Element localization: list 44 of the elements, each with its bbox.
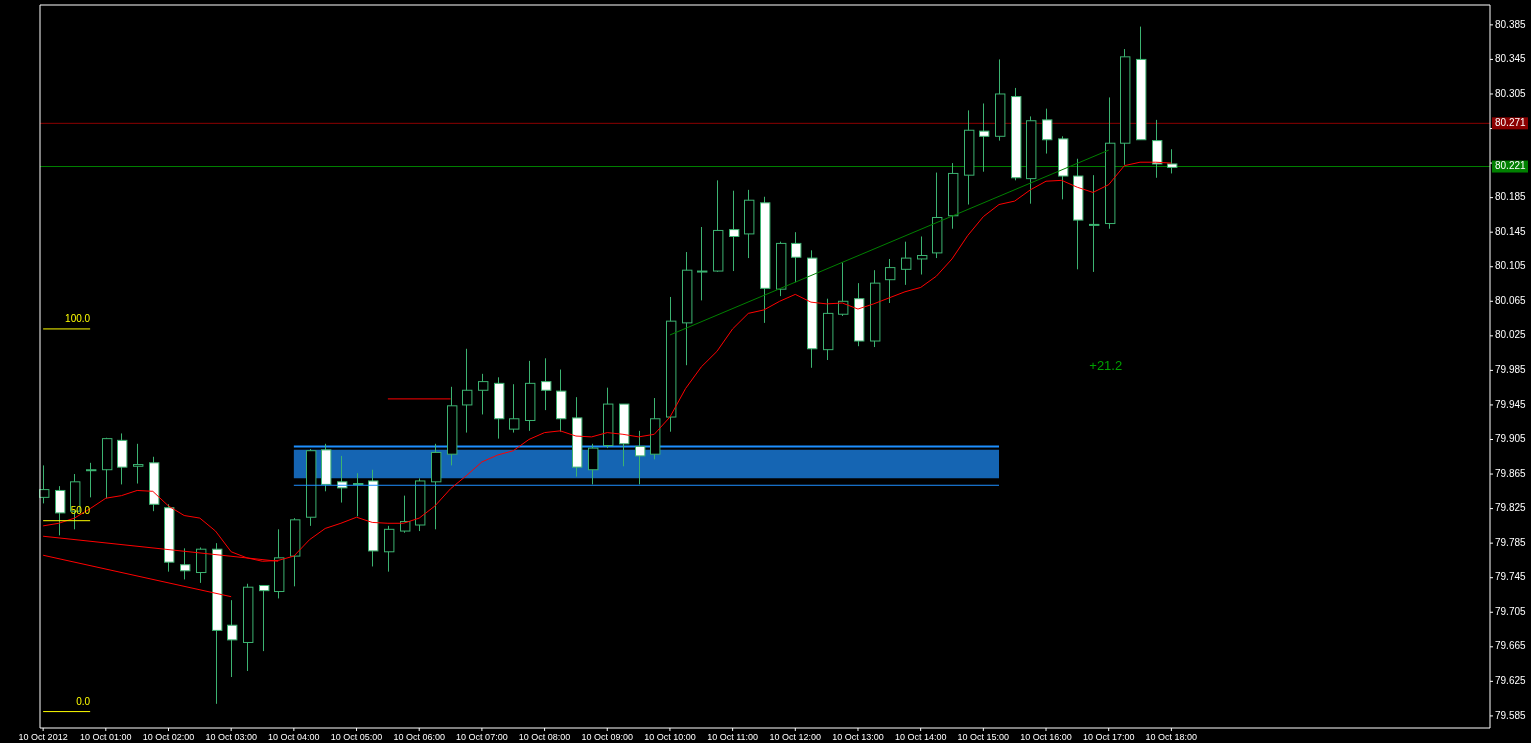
y-tick-label: 80.105 — [1495, 260, 1527, 272]
x-tick-label: 10 Oct 16:00 — [1020, 732, 1072, 742]
y-tick-label: 80.145 — [1495, 225, 1527, 237]
y-tick-label: 79.705 — [1495, 605, 1527, 617]
y-tick-label: 79.785 — [1495, 536, 1527, 548]
x-tick-label: 10 Oct 12:00 — [769, 732, 822, 742]
ref-line-label: 80.221 — [1495, 160, 1527, 172]
y-tick-label: 79.945 — [1495, 398, 1527, 410]
x-tick-label: 10 Oct 2012 — [18, 732, 68, 742]
y-tick-label: 79.625 — [1495, 675, 1527, 686]
y-tick-label: 79.905 — [1495, 433, 1527, 445]
x-tick-label: 10 Oct 14:00 — [894, 732, 947, 742]
series-label: 0.0 — [76, 695, 91, 707]
y-tick-label: 79.865 — [1495, 467, 1527, 479]
y-tick-label: 79.585 — [1495, 709, 1527, 721]
y-tick-label: 80.065 — [1495, 294, 1527, 306]
y-tick-label: 80.305 — [1495, 87, 1527, 99]
x-tick-label: 10 Oct 15:00 — [957, 732, 1010, 742]
series-label: 50.0 — [70, 504, 91, 516]
y-tick-label: 79.745 — [1495, 571, 1527, 583]
x-tick-label: 10 Oct 17:00 — [1082, 732, 1135, 742]
x-tick-label: 10 Oct 01:00 — [80, 732, 132, 742]
x-tick-label: 10 Oct 05:00 — [330, 732, 383, 742]
x-tick-label: 10 Oct 07:00 — [456, 732, 508, 742]
annotation: +21.2 — [1089, 357, 1123, 373]
y-tick-label: 79.665 — [1495, 640, 1527, 652]
x-tick-label: 10 Oct 08:00 — [518, 732, 571, 742]
ref-line-label: 80.271 — [1495, 116, 1527, 128]
series-label: 100.0 — [65, 312, 91, 324]
x-tick-label: 10 Oct 13:00 — [832, 732, 884, 742]
y-tick-label: 79.985 — [1495, 364, 1527, 376]
x-tick-label: 10 Oct 06:00 — [393, 732, 445, 742]
y-tick-label: 80.385 — [1495, 18, 1527, 30]
x-tick-label: 10 Oct 03:00 — [205, 732, 257, 742]
x-tick-label: 10 Oct 09:00 — [581, 732, 634, 742]
x-tick-label: 10 Oct 02:00 — [142, 732, 195, 742]
x-tick-label: 10 Oct 10:00 — [644, 732, 696, 742]
y-tick-label: 80.185 — [1495, 191, 1527, 203]
y-tick-label: 80.345 — [1495, 53, 1527, 65]
x-tick-label: 10 Oct 04:00 — [268, 732, 320, 742]
x-tick-label: 10 Oct 18:00 — [1145, 732, 1198, 742]
y-tick-label: 79.825 — [1495, 502, 1527, 514]
y-tick-label: 80.025 — [1495, 329, 1527, 341]
x-tick-label: 10 Oct 11:00 — [707, 732, 759, 742]
